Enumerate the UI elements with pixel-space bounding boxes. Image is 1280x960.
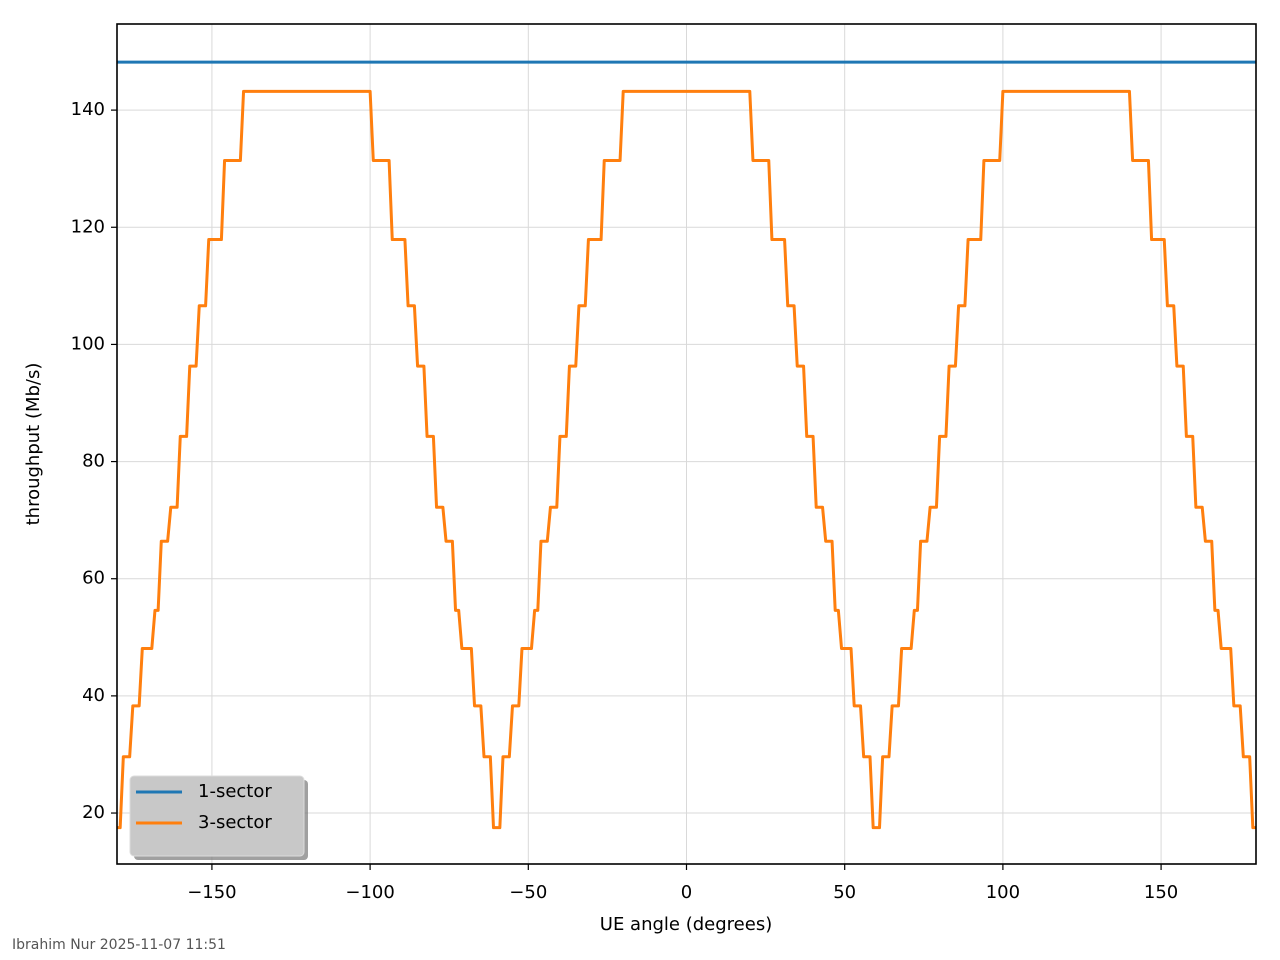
legend-box xyxy=(129,775,305,857)
grid xyxy=(117,24,1256,864)
x-tick-label: −50 xyxy=(509,882,547,903)
footer: Ibrahim Nur 2025-11-07 11:51 xyxy=(12,937,226,953)
x-tick-label: 0 xyxy=(681,882,692,903)
y-tick-label: 100 xyxy=(71,333,105,354)
x-tick-label: 50 xyxy=(833,882,856,903)
x-tick-label: −100 xyxy=(345,882,394,903)
x-tick-label: 100 xyxy=(986,882,1020,903)
legend: 1-sector 3-sector xyxy=(129,775,308,860)
y-tick-label: 20 xyxy=(82,802,105,823)
y-tick-label: 140 xyxy=(71,99,105,120)
x-tick-label: −150 xyxy=(187,882,236,903)
y-tick-label: 40 xyxy=(82,685,105,706)
ticks: −150 −100 −50 0 50 100 150 20 40 60 80 100 120 140 xyxy=(71,99,1179,903)
legend-label: 1-sector xyxy=(198,781,272,802)
legend-label: 3-sector xyxy=(198,812,272,833)
y-tick-label: 60 xyxy=(82,568,105,589)
y-tick-label: 120 xyxy=(71,216,105,237)
y-axis-label: throughput (Mb/s) xyxy=(23,363,44,526)
series-line xyxy=(117,89,1256,830)
x-axis-label: UE angle (degrees) xyxy=(600,914,772,935)
y-tick-label: 80 xyxy=(82,451,105,472)
x-tick-label: 150 xyxy=(1144,882,1178,903)
plot-lines xyxy=(117,60,1256,830)
